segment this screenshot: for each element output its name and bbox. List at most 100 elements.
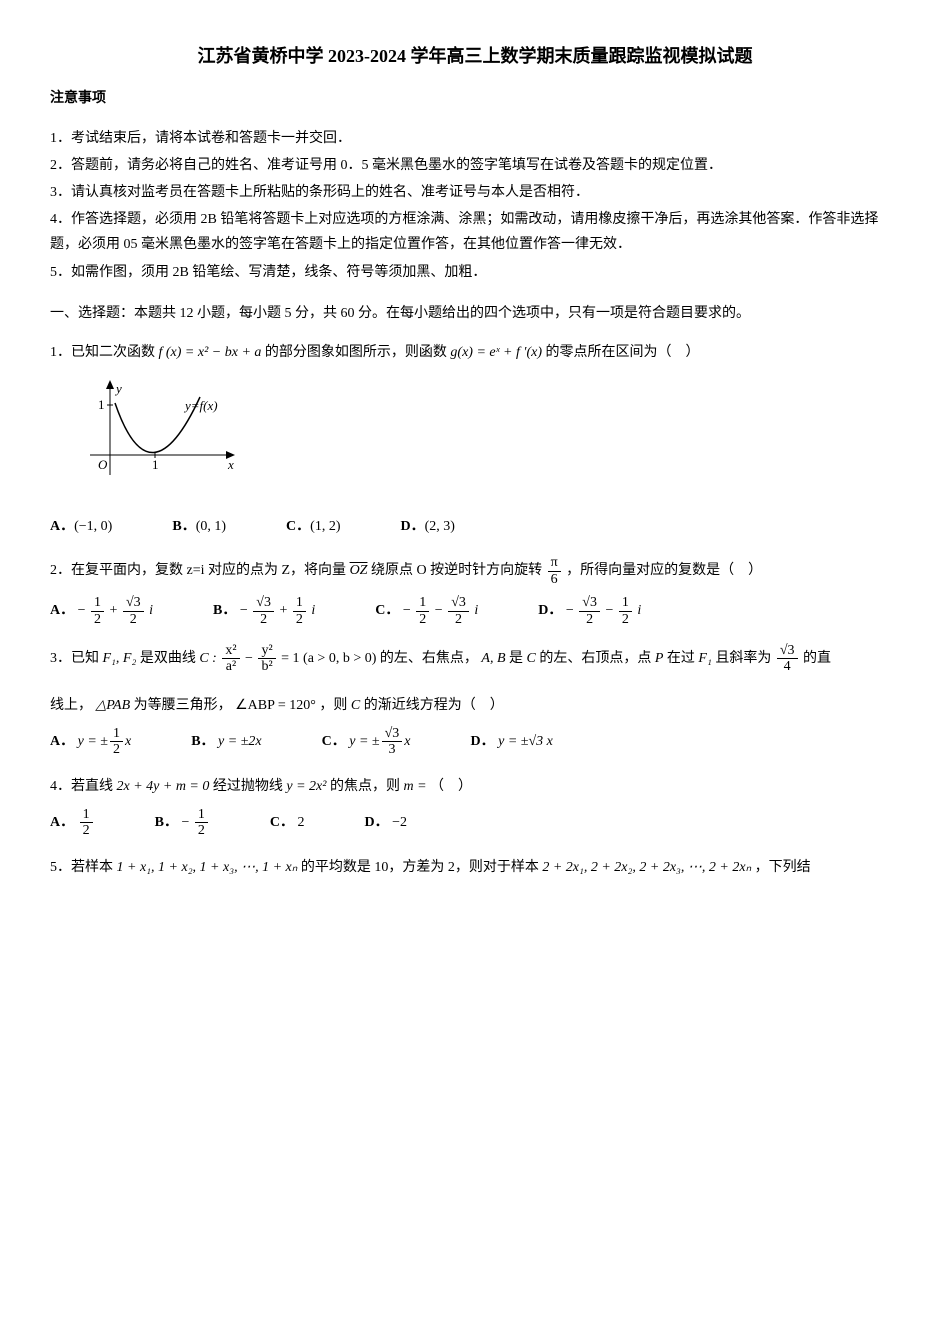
- q5-c: ，下列结: [755, 860, 811, 875]
- label-c: C．: [270, 815, 294, 830]
- n: √3: [382, 726, 403, 742]
- d: 2: [195, 823, 208, 838]
- f: 1: [416, 595, 429, 611]
- f: √3: [123, 595, 144, 611]
- q3-options: A． y = ±12x B． y = ±2x C． y = ±√33x D． y…: [50, 726, 900, 758]
- label-d: D．: [471, 734, 495, 749]
- q3-d: 是: [509, 651, 527, 666]
- i: i: [149, 603, 153, 618]
- f: √3: [579, 595, 600, 611]
- q3-yb2: y²b²: [258, 643, 275, 675]
- f: 2: [91, 612, 104, 627]
- n: 1: [110, 726, 123, 742]
- t: x: [404, 734, 410, 749]
- q1-optD: (2, 3): [425, 519, 455, 534]
- d: 3: [382, 742, 403, 757]
- f: 2: [448, 612, 469, 627]
- q4-m: m =: [403, 779, 426, 794]
- n: 1: [195, 807, 208, 823]
- q3-C2: C: [527, 651, 536, 666]
- i: i: [637, 603, 641, 618]
- q3-f1f2: F₁, F₂: [103, 651, 137, 666]
- q5-s1: 1 + x₁, 1 + x₂, 1 + x₃, ⋯, 1 + xₙ: [117, 860, 298, 875]
- q5-a: 5．若样本: [50, 860, 117, 875]
- label-b: B．: [155, 815, 178, 830]
- n: x²: [222, 643, 239, 659]
- q4B: − 12: [181, 815, 209, 830]
- q1-stem-c: 的零点所在区间为（ ）: [546, 345, 700, 360]
- q2-oz: OZ: [350, 564, 368, 579]
- q1-option-a: A．(−1, 0): [50, 514, 112, 539]
- label-a: A．: [50, 519, 74, 534]
- q3-e: 的左、右顶点，点: [539, 651, 655, 666]
- page-title: 江苏省黄桥中学 2023-2024 学年高三上数学期末质量跟踪监视模拟试题: [50, 40, 900, 72]
- q3-minus: −: [245, 651, 256, 666]
- q3-option-c: C． y = ±√33x: [322, 726, 411, 758]
- q5-s2: 2 + 2x₁, 2 + 2x₂, 2 + 2x₃, ⋯, 2 + 2xₙ: [542, 860, 751, 875]
- q3-h: 的直: [803, 651, 831, 666]
- q2-optA: − 12 + √32 i: [78, 603, 153, 618]
- q1-stem-a: 1．已知二次函数: [50, 345, 159, 360]
- q2-option-b: B． − √32 + 12 i: [213, 595, 315, 627]
- q3B: y = ±2x: [218, 734, 262, 749]
- f: 1: [619, 595, 632, 611]
- d: 2: [110, 742, 123, 757]
- q4-option-d: D． −2: [365, 810, 408, 835]
- question-1: 1．已知二次函数 f (x) = x² − bx + a 的部分图象如图所示，则…: [50, 340, 900, 365]
- t: y = ±: [78, 734, 108, 749]
- q4-c: 的焦点，则: [330, 779, 404, 794]
- q1-optB: (0, 1): [196, 519, 226, 534]
- d: b²: [258, 659, 275, 674]
- q1-option-c: C．(1, 2): [286, 514, 340, 539]
- q3-l2c: ，则: [319, 698, 351, 713]
- label-c: C．: [322, 734, 346, 749]
- q4-d: （ ）: [430, 779, 472, 794]
- q2-option-c: C． − 12 − √32 i: [375, 595, 478, 627]
- graph-y-label: y: [114, 381, 122, 396]
- label-d: D．: [400, 519, 424, 534]
- q3-C3: C: [351, 698, 360, 713]
- q2-option-d: D． − √32 − 12 i: [538, 595, 641, 627]
- f: 2: [253, 612, 274, 627]
- instruction-line: 1．考试结束后，请将本试卷和答题卡一并交回．: [50, 126, 900, 151]
- q4A: 12: [80, 807, 93, 839]
- t: −: [181, 815, 192, 830]
- q1-optC: (1, 2): [310, 519, 340, 534]
- q3-P: P: [655, 651, 664, 666]
- q3-f: 在过: [667, 651, 699, 666]
- instruction-line: 3．请认真核对监考员在答题卡上所粘贴的条形码上的姓名、准考证号与本人是否相符．: [50, 180, 900, 205]
- n: y²: [258, 643, 275, 659]
- question-4: 4．若直线 2x + 4y + m = 0 经过抛物线 y = 2x² 的焦点，…: [50, 774, 900, 799]
- q2-six: 6: [548, 572, 561, 587]
- q3-k: √34: [777, 643, 798, 675]
- graph-x-label: x: [227, 457, 234, 472]
- q3D: y = ±√3 x: [498, 734, 553, 749]
- q2-stem-c: ，所得向量对应的复数是（ ）: [566, 564, 762, 579]
- section-1-heading: 一、选择题：本题共 12 小题，每小题 5 分，共 60 分。在每小题给出的四个…: [50, 301, 900, 326]
- label-a: A．: [50, 603, 74, 618]
- q3-ab: A, B: [481, 651, 505, 666]
- notice-heading: 注意事项: [50, 86, 900, 111]
- question-2: 2．在复平面内，复数 z=i 对应的点为 Z，将向量 OZ 绕原点 O 按逆时针…: [50, 555, 900, 587]
- label-b: B．: [172, 519, 195, 534]
- label-b: B．: [213, 603, 236, 618]
- q2-option-a: A． − 12 + √32 i: [50, 595, 153, 627]
- q4-line: 2x + 4y + m = 0: [117, 779, 210, 794]
- q4-options: A． 12 B． − 12 C． 2 D． −2: [50, 807, 900, 839]
- q4-b: 经过抛物线: [213, 779, 287, 794]
- d: 2: [80, 823, 93, 838]
- q3-xa2: x²a²: [222, 643, 239, 675]
- q1-fx: f (x) = x² − bx + a: [159, 345, 262, 360]
- t: x: [125, 734, 131, 749]
- q1-option-b: B．(0, 1): [172, 514, 226, 539]
- n: √3: [777, 643, 798, 659]
- d: 4: [777, 659, 798, 674]
- q3-option-a: A． y = ±12x: [50, 726, 131, 758]
- q3-l2b: 为等腰三角形，: [134, 698, 232, 713]
- i: i: [311, 603, 315, 618]
- label-d: D．: [538, 603, 562, 618]
- f: 1: [91, 595, 104, 611]
- f: 1: [293, 595, 306, 611]
- q5-b: 的平均数是 10，方差为 2，则对于样本: [301, 860, 543, 875]
- f: 2: [579, 612, 600, 627]
